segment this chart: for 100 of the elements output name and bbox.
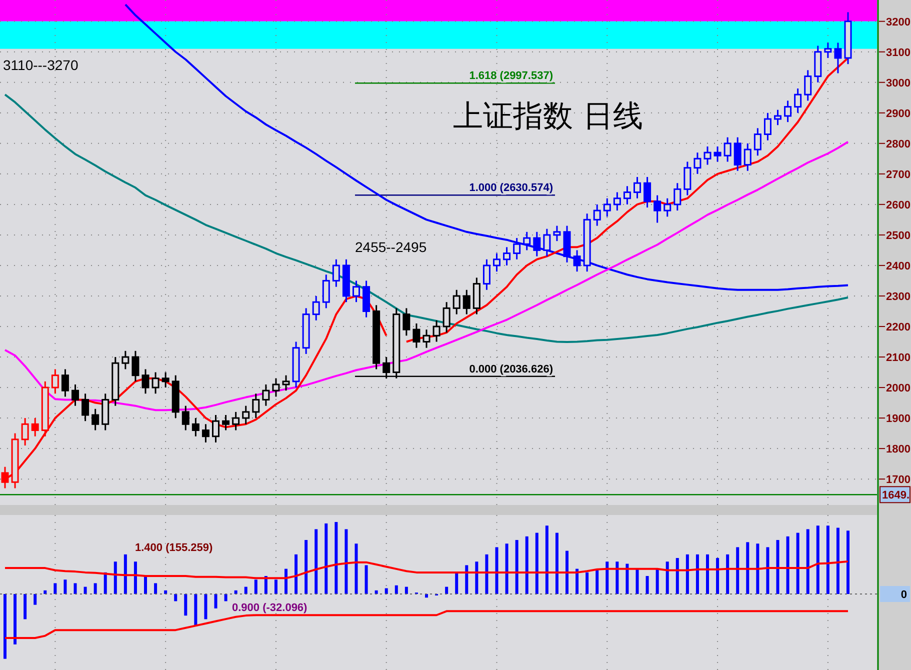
bar [846,530,850,594]
bar [606,562,609,594]
candlestick [92,408,100,431]
candlestick [764,112,772,142]
bar [94,583,97,594]
candlestick [804,69,812,102]
candlestick [402,307,410,336]
y-tick-label: 2300. [886,290,911,303]
candlestick [252,392,260,419]
candlestick [152,372,160,394]
candlestick [513,237,521,260]
candlestick [132,350,140,382]
candlestick [432,320,440,342]
candlestick [412,322,420,349]
line-series [4,94,849,344]
candlestick [442,301,450,334]
bar [505,544,508,594]
bar [364,565,368,594]
bar [475,562,478,594]
bar [54,583,57,594]
bar [776,540,780,594]
bar [465,565,468,594]
candlestick [613,191,621,212]
bar [114,562,117,594]
annotation: 2455--2495 [355,239,427,255]
candlestick [824,42,832,59]
y-tick-label: 1900. [886,413,911,426]
bar [184,594,188,616]
candlestick [352,280,360,303]
bar [274,580,278,594]
bar [666,562,669,594]
candlestick [82,392,90,422]
y-tick-label: 2500. [886,230,911,242]
candlestick [744,142,752,172]
candlestick [533,231,541,258]
bar [324,523,328,594]
bar [304,540,308,594]
candlestick [543,228,551,258]
bar [626,564,629,594]
candlestick [834,42,842,74]
bar [786,536,790,594]
y-tick-label: 2000. [886,382,911,395]
bar [566,550,568,594]
bar [254,580,258,594]
bar [525,536,528,594]
bar [696,554,699,594]
candlestick [654,194,662,224]
bar [64,580,67,594]
y-tick-label: 1800. [886,444,911,456]
y-tick-label: 2200. [886,321,911,334]
candlestick [202,423,210,444]
candlestick [603,198,611,218]
ref-line-label: 1.000 (2630.574) [469,182,554,194]
candlestick [784,100,792,123]
candlestick [122,350,130,370]
y-tick-label: 2600. [886,199,911,212]
bar [616,562,619,594]
y-tick-label: 2800. [886,138,911,150]
bar [34,594,37,605]
bar [134,562,137,594]
candlestick [422,328,430,349]
y-tick-label: 3100. [886,46,911,59]
bar [535,532,538,594]
bar [646,576,649,594]
candlestick [644,176,652,208]
candlestick [774,109,782,126]
bar [4,594,6,659]
bar [555,532,558,594]
bar [485,554,488,594]
bar [455,572,458,594]
bar [656,568,659,594]
bar [726,554,730,594]
candlestick [192,417,200,438]
candlestick [262,384,270,407]
ref-line-label: 1649. [882,490,910,502]
y-tick-label: 2400. [886,260,911,272]
bar [404,586,408,594]
bar [545,526,548,594]
candlestick [523,231,531,251]
candlestick [162,372,170,388]
annotation: 3110---3270 [3,57,78,73]
y-tick-label: 1700. [886,474,911,486]
bar [596,568,599,594]
candlestick [794,88,802,114]
bar [224,594,228,602]
bar [586,572,589,594]
y-tick-label: 2100. [886,352,911,364]
candlestick [664,198,672,218]
y-tick-label: 2700. [886,168,911,181]
bar [445,586,448,594]
bar [74,583,77,594]
candlestick [312,295,320,322]
bar [344,529,348,594]
candlestick [282,374,290,392]
bar [214,594,218,608]
bar [14,594,17,644]
ref-line-label: 0.000 (2036.626) [469,363,554,376]
candlestick [21,417,29,446]
y-tick-label: 2900. [886,108,911,120]
candlestick [553,225,561,242]
